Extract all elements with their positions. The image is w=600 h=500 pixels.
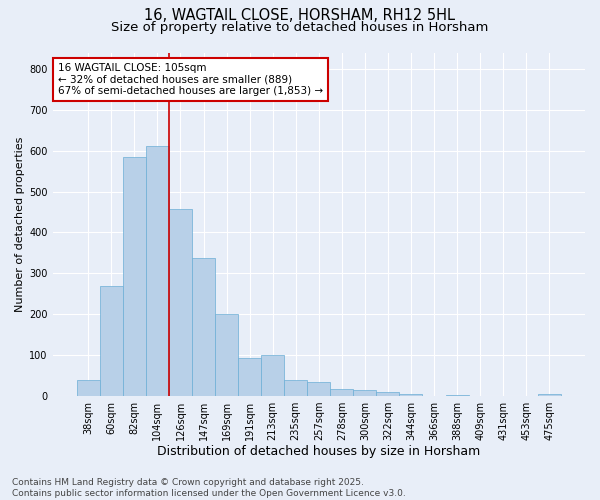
Bar [353, 390, 376, 396]
Bar [100, 286, 123, 396]
Bar [123, 157, 146, 396]
Bar [146, 146, 169, 396]
Text: Size of property relative to detached houses in Horsham: Size of property relative to detached ho… [112, 21, 488, 34]
Bar [446, 394, 469, 396]
Bar [400, 394, 422, 396]
Text: 16, WAGTAIL CLOSE, HORSHAM, RH12 5HL: 16, WAGTAIL CLOSE, HORSHAM, RH12 5HL [145, 8, 455, 22]
Bar [376, 392, 400, 396]
Bar [538, 394, 561, 396]
Bar [215, 314, 238, 396]
Bar [307, 382, 330, 396]
Bar [192, 258, 215, 396]
Text: Contains HM Land Registry data © Crown copyright and database right 2025.
Contai: Contains HM Land Registry data © Crown c… [12, 478, 406, 498]
Bar [330, 389, 353, 396]
Bar [284, 380, 307, 396]
Text: 16 WAGTAIL CLOSE: 105sqm
← 32% of detached houses are smaller (889)
67% of semi-: 16 WAGTAIL CLOSE: 105sqm ← 32% of detach… [58, 63, 323, 96]
Bar [77, 380, 100, 396]
Y-axis label: Number of detached properties: Number of detached properties [15, 136, 25, 312]
Bar [169, 209, 192, 396]
X-axis label: Distribution of detached houses by size in Horsham: Distribution of detached houses by size … [157, 444, 481, 458]
Bar [261, 354, 284, 396]
Bar [238, 358, 261, 396]
